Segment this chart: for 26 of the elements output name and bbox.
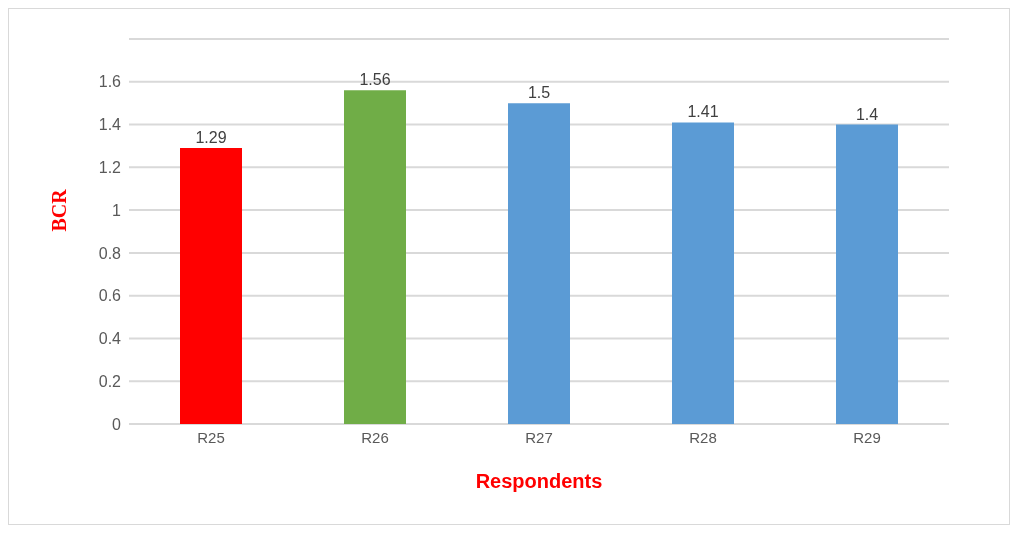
- y-tick-label: 1.2: [98, 159, 122, 177]
- y-tick-label: 0.4: [98, 330, 122, 348]
- x-tick-label: R28: [689, 428, 717, 446]
- y-tick-label: 0.8: [98, 244, 122, 262]
- data-label: 1.29: [195, 129, 227, 147]
- bar: [836, 124, 898, 424]
- y-tick-label: 1: [112, 201, 122, 219]
- data-label: 1.4: [855, 105, 879, 123]
- y-tick-label: 0.6: [98, 287, 122, 305]
- bar: [508, 103, 570, 424]
- y-tick-label: 0: [112, 415, 122, 433]
- bar: [180, 148, 242, 424]
- data-label: 1.56: [359, 71, 391, 89]
- x-tick-label: R26: [361, 428, 389, 446]
- x-axis-title: Respondents: [475, 470, 603, 493]
- data-label: 1.41: [687, 103, 719, 121]
- y-tick-label: 1.6: [98, 73, 122, 91]
- x-tick-label: R27: [525, 428, 553, 446]
- data-label: 1.5: [527, 84, 551, 102]
- x-tick-label: R25: [197, 428, 225, 446]
- bar: [344, 90, 406, 424]
- y-tick-label: 1.4: [98, 116, 122, 134]
- y-tick-label: 0.2: [98, 372, 122, 390]
- bar: [672, 122, 734, 424]
- x-tick-label: R29: [853, 428, 881, 446]
- y-axis-title: BCR: [48, 188, 71, 232]
